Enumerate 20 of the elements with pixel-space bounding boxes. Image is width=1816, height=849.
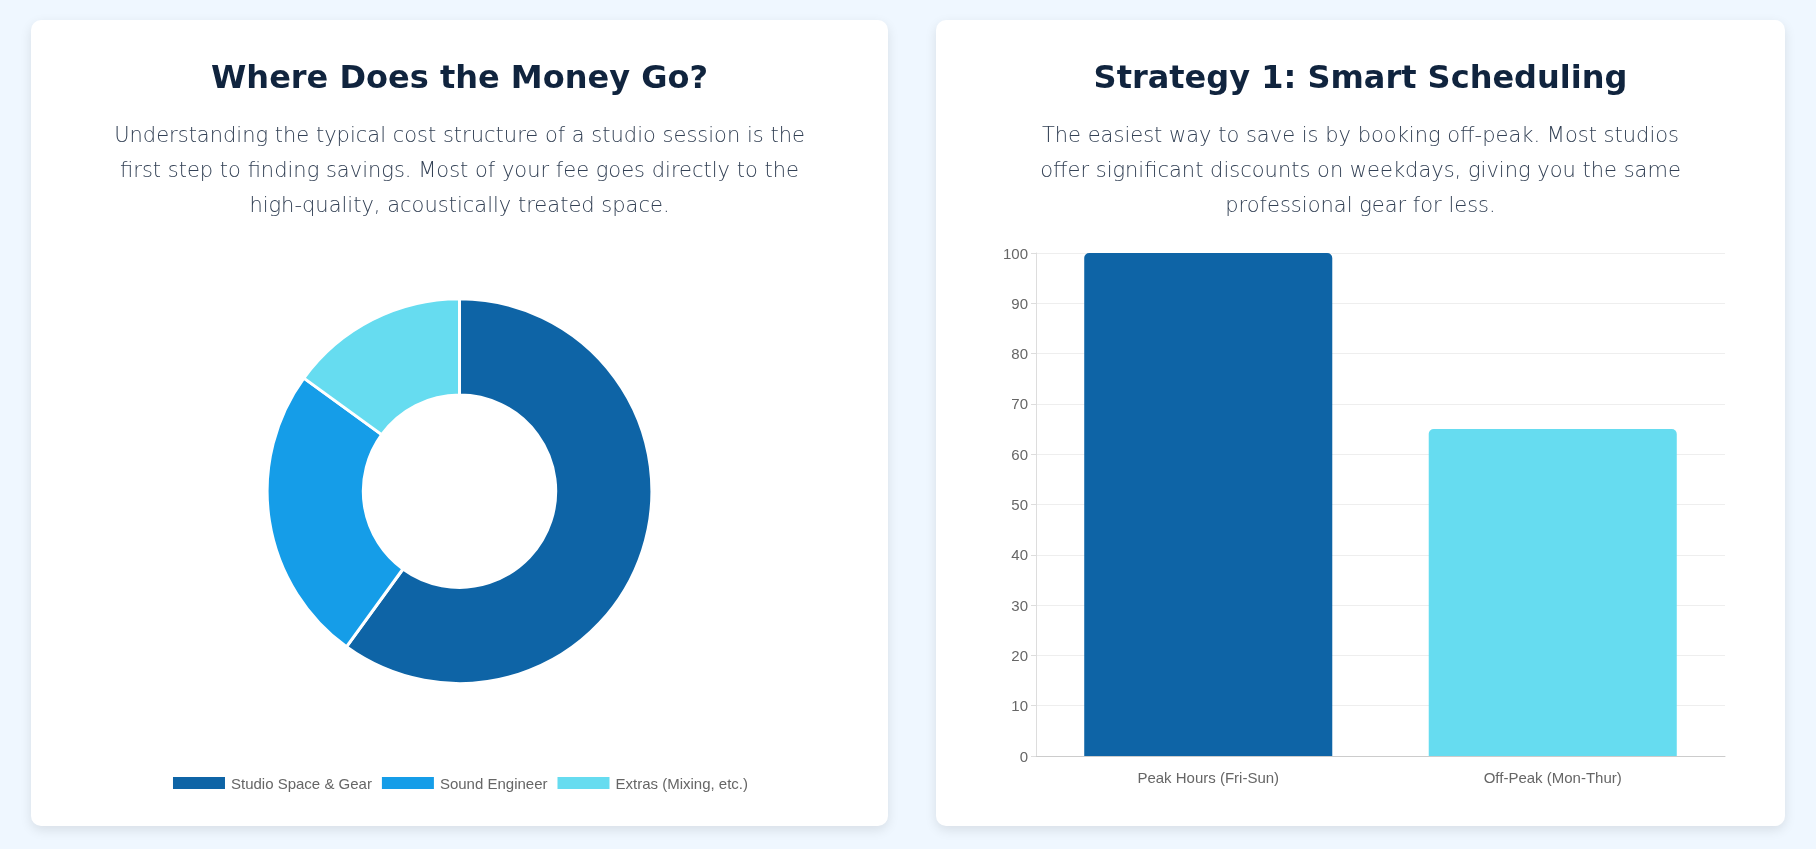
x-tick-label: Off-Peak (Mon-Thur) [1483,769,1622,786]
y-tick-label: 50 [1011,496,1028,513]
chart-subtitle: The easiest way to save is by booking off-peak. Most studios offer significant discounts on weekdays, giving you the same professional gear for less. [1039,122,1682,219]
y-tick-label: 80 [1011,345,1028,363]
y-tick-label: 70 [1011,395,1028,413]
y-tick-label: 10 [1011,697,1028,715]
chart-subtitle: Understanding the typical cost structure of a studio session is the first step to finding savings. Most of your fee goes directly to the high-quality, acoustically treated space. [113,122,806,219]
y-tick-label: 90 [1011,294,1028,312]
legend-label: Extras (Mixing, etc.) [615,774,749,792]
x-tick-label: Peak Hours (Fri-Sun) [1137,769,1280,786]
y-tick-label: 30 [1011,596,1028,614]
legend-label: Studio Space & Gear [230,774,372,792]
y-tick-label: 60 [1011,445,1028,463]
y-tick-label: 0 [1019,747,1028,765]
y-tick-label: 100 [1002,244,1028,262]
y-tick-label: 20 [1011,646,1028,664]
chart-title: Where Does the Money Go? [211,58,708,96]
legend-label: Sound Engineer [439,774,548,792]
y-tick-label: 40 [1011,546,1028,564]
chart-title: Strategy 1: Smart Scheduling [1093,58,1628,96]
